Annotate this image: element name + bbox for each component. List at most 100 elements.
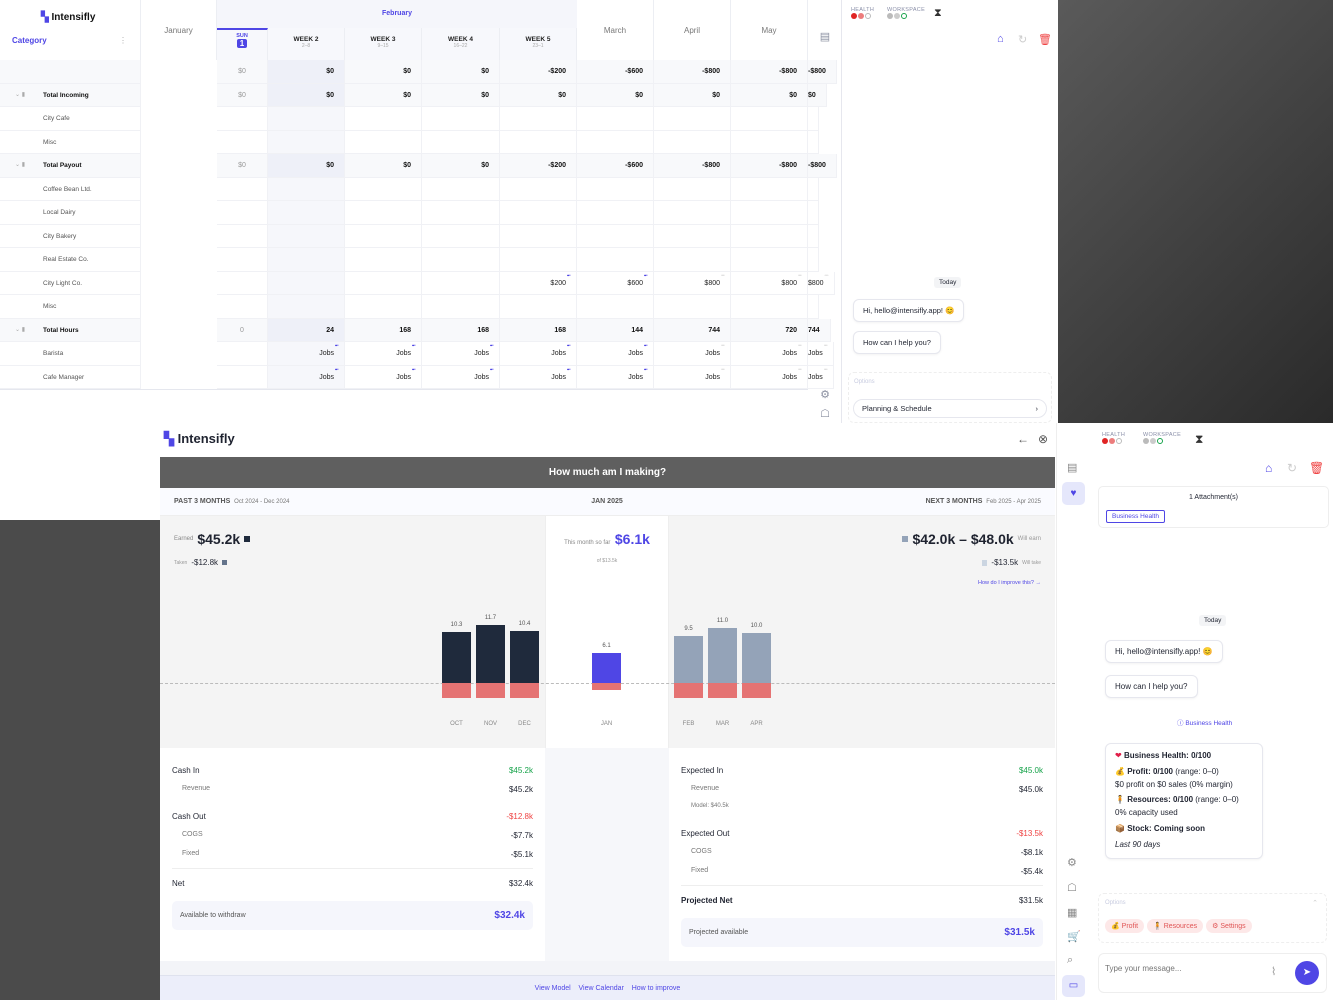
grid-cell[interactable]: $0 — [500, 83, 577, 107]
paperclip-icon[interactable]: ⌇ — [1271, 966, 1277, 978]
bar-taken-mar[interactable] — [708, 683, 737, 698]
column-header[interactable]: WEEK 4 16–22 — [422, 28, 500, 60]
grid-cell[interactable] — [577, 130, 654, 154]
grid-cell[interactable] — [654, 248, 731, 272]
grid-cell[interactable]: -$800 — [808, 60, 837, 84]
grid-cell[interactable]: Jobs ▫▫▫▫ — [654, 365, 731, 389]
grid-cell[interactable] — [808, 177, 819, 201]
chevron-up-icon[interactable]: ⌃ — [1312, 900, 1318, 907]
grid-cell[interactable]: Jobs ▪▪▫▫ — [422, 365, 500, 389]
gear-icon[interactable]: ⚙ — [820, 389, 830, 401]
chat-icon[interactable]: ▭ — [1062, 975, 1085, 997]
grid-cell[interactable]: 168 — [500, 318, 577, 342]
grid-cell[interactable] — [500, 224, 577, 248]
grid-cell[interactable] — [654, 201, 731, 225]
grid-cell[interactable] — [731, 177, 808, 201]
chevron-down-icon[interactable]: ⌄ ▮ — [15, 162, 25, 168]
grid-cell[interactable] — [500, 295, 577, 319]
trash-icon[interactable]: 🗑 — [1038, 34, 1052, 46]
bar-earned-mar[interactable] — [708, 628, 737, 683]
view-calendar-link[interactable]: View Calendar — [578, 985, 624, 992]
grid-cell[interactable] — [731, 295, 808, 319]
grid-cell[interactable] — [731, 130, 808, 154]
trash-icon[interactable]: 🗑 — [1309, 461, 1325, 475]
grid-cell[interactable] — [500, 130, 577, 154]
grid-cell[interactable]: Jobs ▫▫▫▫ — [808, 365, 834, 389]
grid-cell[interactable]: $800 ▫▫▫▫ — [731, 271, 808, 295]
bar-taken-oct[interactable] — [442, 683, 471, 698]
heart-pulse-icon[interactable]: ♥ — [1062, 482, 1085, 505]
bar-taken-jan[interactable] — [592, 683, 621, 690]
grid-cell[interactable] — [268, 248, 345, 272]
grid-cell[interactable] — [217, 107, 268, 131]
row-label[interactable]: Total Hours ⌄ ▮ — [0, 318, 141, 342]
grid-cell[interactable]: $0 — [345, 60, 422, 84]
close-icon[interactable]: ⊗ — [1038, 432, 1049, 446]
grid-cell[interactable]: $0 — [217, 154, 268, 178]
grid-cell[interactable]: 0 — [217, 318, 268, 342]
grid-cell[interactable] — [217, 342, 268, 366]
grid-cell[interactable] — [422, 130, 500, 154]
grid-cell[interactable]: $0 — [731, 83, 808, 107]
keyboard-icon[interactable]: ▦ — [1067, 907, 1078, 919]
grid-cell[interactable] — [422, 177, 500, 201]
grid-cell[interactable]: -$600 — [577, 60, 654, 84]
grid-cell[interactable]: $0 — [268, 83, 345, 107]
grid-cell[interactable] — [217, 248, 268, 272]
grid-cell[interactable]: Jobs ▪▪▫▫ — [577, 342, 654, 366]
bar-taken-nov[interactable] — [476, 683, 505, 698]
grid-cell[interactable] — [217, 201, 268, 225]
grid-cell[interactable]: $800 ▫▫▫▫ — [654, 271, 731, 295]
grid-cell[interactable] — [422, 107, 500, 131]
home-icon[interactable]: ⌂ — [1265, 461, 1273, 475]
grid-cell[interactable]: $600 ▪▪▫▫ — [577, 271, 654, 295]
gear-icon[interactable]: ⚙ — [1067, 857, 1077, 869]
grid-cell[interactable]: 144 — [577, 318, 654, 342]
grid-cell[interactable]: $0 — [345, 83, 422, 107]
chip-resources[interactable]: 🧍 Resources — [1147, 919, 1204, 933]
grid-cell[interactable] — [345, 201, 422, 225]
grid-cell[interactable] — [654, 224, 731, 248]
grid-cell[interactable] — [217, 130, 268, 154]
column-header[interactable]: April — [654, 0, 731, 60]
grid-cell[interactable] — [731, 201, 808, 225]
grid-cell[interactable]: -$200 — [500, 60, 577, 84]
grid-cell[interactable] — [808, 107, 819, 131]
grid-cell[interactable]: $0 — [422, 83, 500, 107]
bar-taken-feb[interactable] — [674, 683, 703, 698]
column-header[interactable]: SUN 1 — [217, 28, 268, 60]
grid-cell[interactable]: $0 — [808, 83, 827, 107]
grid-cell[interactable]: $800 ▫▫▫▫ — [808, 271, 835, 295]
grid-cell[interactable] — [654, 295, 731, 319]
bar-earned-jan[interactable] — [592, 652, 621, 683]
column-header[interactable]: WEEK 3 9–15 — [345, 28, 422, 60]
grid-cell[interactable] — [577, 201, 654, 225]
option-planning-schedule[interactable]: Planning & Schedule › — [853, 399, 1047, 418]
improve-link[interactable]: How do I improve this? → — [978, 580, 1041, 586]
grid-cell[interactable] — [500, 201, 577, 225]
grid-cell[interactable] — [422, 248, 500, 272]
grid-cell[interactable] — [808, 295, 819, 319]
grid-cell[interactable] — [500, 248, 577, 272]
grid-cell[interactable]: $0 — [654, 83, 731, 107]
grid-cell[interactable] — [731, 248, 808, 272]
grid-cell[interactable] — [500, 177, 577, 201]
grid-cell[interactable]: -$200 — [500, 154, 577, 178]
grid-cell[interactable] — [345, 107, 422, 131]
column-header[interactable]: WEEK 5 23–1 — [500, 28, 577, 60]
grid-cell[interactable] — [422, 201, 500, 225]
view-model-link[interactable]: View Model — [534, 985, 571, 992]
grid-cell[interactable]: $0 — [217, 83, 268, 107]
grid-cell[interactable] — [577, 177, 654, 201]
grid-cell[interactable] — [808, 201, 819, 225]
grid-cell[interactable]: Jobs ▪▪▫▫ — [500, 342, 577, 366]
grid-cell[interactable]: Jobs ▫▫▫▫ — [731, 342, 808, 366]
grid-cell[interactable] — [422, 224, 500, 248]
book-icon[interactable]: ▤ — [1067, 462, 1078, 474]
book-icon[interactable]: ▤ — [819, 31, 831, 43]
grid-cell[interactable]: Jobs ▪▪▫▫ — [577, 365, 654, 389]
chip-profit[interactable]: 💰 Profit — [1105, 919, 1145, 933]
row-label[interactable]: Total Incoming ⌄ ▮ — [0, 83, 141, 107]
grid-cell[interactable] — [808, 130, 819, 154]
attachment-tag[interactable]: Business Health — [1106, 510, 1165, 523]
